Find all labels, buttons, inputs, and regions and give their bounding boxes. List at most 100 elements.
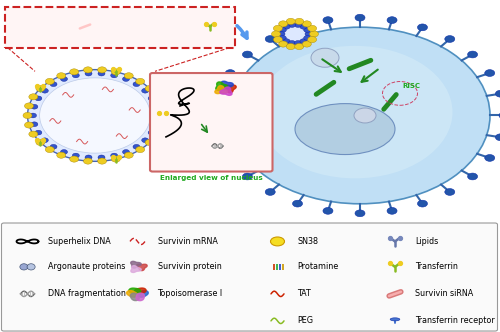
Text: Transferrin: Transferrin [415, 262, 458, 271]
Circle shape [302, 41, 312, 47]
Text: Superhelix DNA: Superhelix DNA [48, 237, 110, 246]
Polygon shape [126, 290, 138, 297]
Circle shape [145, 85, 154, 92]
Ellipse shape [390, 318, 400, 321]
Circle shape [35, 96, 42, 101]
Circle shape [158, 113, 167, 119]
Polygon shape [136, 293, 144, 301]
Circle shape [142, 88, 148, 93]
Circle shape [122, 150, 130, 154]
Circle shape [280, 28, 286, 32]
Text: Protamine: Protamine [298, 262, 339, 271]
Circle shape [283, 25, 290, 29]
Circle shape [418, 24, 428, 31]
Text: Lipids: Lipids [415, 237, 438, 246]
Circle shape [468, 51, 477, 58]
Circle shape [152, 94, 161, 100]
Circle shape [499, 112, 500, 119]
Circle shape [496, 90, 500, 97]
Circle shape [145, 139, 154, 145]
Text: Enlarged view of nucleus: Enlarged view of nucleus [160, 175, 262, 181]
Circle shape [211, 112, 221, 119]
Circle shape [288, 23, 296, 28]
Circle shape [323, 208, 333, 214]
Circle shape [46, 146, 54, 153]
Circle shape [30, 113, 36, 118]
Circle shape [310, 31, 318, 37]
Polygon shape [131, 266, 141, 273]
Circle shape [136, 146, 144, 153]
Circle shape [270, 237, 284, 246]
Polygon shape [136, 264, 147, 271]
Circle shape [142, 138, 148, 143]
Circle shape [242, 51, 252, 58]
Circle shape [112, 156, 120, 162]
Circle shape [50, 82, 57, 87]
Circle shape [31, 122, 38, 126]
Circle shape [354, 108, 376, 123]
Circle shape [28, 70, 162, 161]
Circle shape [278, 21, 287, 27]
Circle shape [133, 144, 140, 149]
Polygon shape [216, 82, 228, 90]
Circle shape [57, 73, 66, 79]
Circle shape [124, 73, 133, 79]
Polygon shape [224, 85, 236, 93]
Circle shape [304, 28, 310, 32]
Circle shape [445, 36, 455, 42]
Circle shape [152, 104, 159, 109]
Circle shape [214, 134, 224, 141]
Circle shape [50, 144, 57, 149]
Text: PEG: PEG [298, 316, 314, 325]
Circle shape [265, 189, 275, 195]
FancyBboxPatch shape [5, 7, 235, 47]
Circle shape [98, 67, 106, 73]
Circle shape [214, 90, 224, 97]
Bar [273, 264, 275, 270]
Circle shape [156, 122, 166, 128]
Text: Topoisomerase I: Topoisomerase I [158, 290, 222, 298]
Circle shape [31, 104, 38, 109]
Circle shape [292, 24, 302, 31]
Circle shape [42, 88, 48, 93]
Circle shape [496, 134, 500, 141]
Circle shape [36, 85, 45, 92]
Circle shape [72, 73, 80, 78]
Circle shape [308, 37, 316, 42]
Text: Argonaute proteins: Argonaute proteins [48, 262, 125, 271]
Circle shape [274, 25, 282, 32]
Circle shape [56, 23, 66, 30]
FancyBboxPatch shape [150, 73, 272, 172]
Ellipse shape [167, 24, 173, 29]
Circle shape [278, 32, 285, 36]
Circle shape [70, 156, 78, 162]
Circle shape [23, 113, 32, 119]
Circle shape [242, 173, 252, 180]
Circle shape [85, 71, 92, 76]
Circle shape [302, 21, 312, 27]
Circle shape [60, 150, 68, 154]
Text: RISC: RISC [402, 83, 420, 89]
Text: TAT: TAT [298, 290, 311, 298]
Circle shape [311, 48, 339, 67]
Text: SN38: SN38 [298, 237, 318, 246]
Circle shape [148, 96, 155, 101]
Polygon shape [221, 81, 233, 90]
Circle shape [387, 17, 397, 24]
Bar [124, 24, 126, 30]
Circle shape [226, 154, 235, 161]
Circle shape [122, 77, 130, 81]
Circle shape [280, 36, 286, 40]
Polygon shape [215, 86, 228, 94]
Bar [282, 264, 284, 270]
Circle shape [133, 82, 140, 87]
Circle shape [294, 43, 304, 49]
Circle shape [152, 122, 159, 126]
Circle shape [265, 36, 275, 42]
Circle shape [308, 25, 316, 32]
Circle shape [445, 189, 455, 195]
Circle shape [98, 71, 105, 76]
Circle shape [286, 18, 296, 25]
Circle shape [484, 154, 494, 161]
Circle shape [304, 36, 310, 40]
